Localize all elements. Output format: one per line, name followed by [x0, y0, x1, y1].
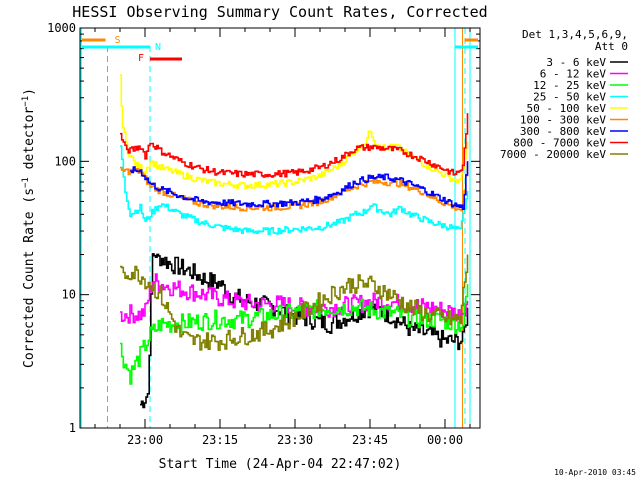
legend-label-6: 300 - 800 keV: [520, 125, 606, 138]
series-line-6: [130, 161, 469, 210]
y-tick-label: 10: [62, 288, 76, 302]
chart-title: HESSI Observing Summary Count Rates, Cor…: [72, 3, 487, 21]
y-axis-label-exp1: −1: [21, 177, 31, 188]
series-line-7: [120, 113, 469, 178]
y-tick-label: 1: [69, 421, 76, 435]
x-tick-label: 23:45: [352, 433, 388, 447]
legend-title-line-2: Att 0: [595, 40, 628, 53]
y-axis-label-exp2: −1: [21, 96, 31, 107]
x-tick-label: 23:00: [127, 433, 163, 447]
series-line-2: [120, 284, 469, 385]
legend-label-1: 6 - 12 keV: [540, 68, 607, 81]
legend-label-4: 50 - 100 keV: [527, 102, 607, 115]
y-axis-label: Corrected Count Rate (s−1 detector−1): [21, 88, 37, 368]
x-tick-label: 00:00: [427, 433, 463, 447]
legend-label-2: 12 - 25 keV: [533, 79, 606, 92]
legend-label-7: 800 - 7000 keV: [513, 137, 606, 150]
axes: 1 10 100 1000 23:00 23:15 23:30 23:45 00:00: [47, 21, 481, 447]
legend-label-3: 25 - 50 keV: [533, 91, 606, 104]
series-line-3: [120, 145, 469, 235]
plot-frame: [79, 27, 481, 429]
series-line-8: [120, 254, 469, 351]
y-axis-label-end: ): [22, 88, 37, 96]
y-axis-label-mid: detector: [22, 107, 37, 178]
x-tick-label: 23:30: [277, 433, 313, 447]
saa-label: S: [115, 35, 121, 46]
marker-lines: [80, 28, 471, 428]
legend-title-line-1: Det 1,3,4,5,6,9,: [522, 28, 628, 41]
legend-label-0: 3 - 6 keV: [546, 56, 606, 69]
x-axis-label: Start Time (24-Apr-04 22:47:02): [159, 457, 402, 472]
series-layer: [120, 74, 469, 409]
legend-label-8: 7000 - 20000 keV: [500, 148, 606, 161]
night-label: N: [155, 42, 161, 53]
y-tick-label: 100: [54, 154, 76, 168]
flare-label: F: [138, 53, 144, 64]
y-tick-label: 1000: [47, 21, 76, 35]
generated-timestamp: 10-Apr-2010 03:45: [554, 468, 636, 477]
y-axis-label-main: Corrected Count Rate (s: [22, 188, 37, 368]
legend-label-5: 100 - 300 keV: [520, 114, 606, 127]
marker-bars: S NF: [82, 35, 478, 64]
x-tick-label: 23:15: [202, 433, 238, 447]
series-line-0: [140, 253, 469, 409]
